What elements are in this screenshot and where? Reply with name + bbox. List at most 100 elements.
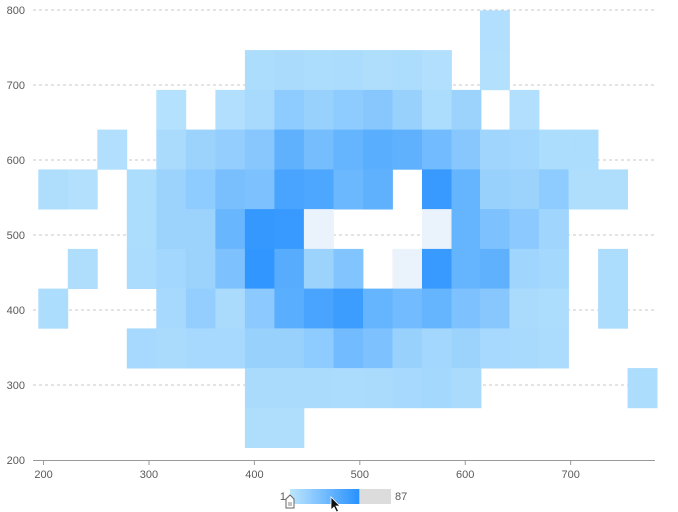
- heatmap-cell[interactable]: [274, 328, 305, 369]
- heatmap-cell[interactable]: [303, 328, 334, 369]
- heatmap-cell[interactable]: [422, 248, 452, 289]
- heatmap-cell[interactable]: [67, 169, 98, 210]
- heatmap-cell[interactable]: [363, 129, 393, 170]
- heatmap-cell[interactable]: [244, 209, 275, 250]
- heatmap-cell[interactable]: [303, 288, 334, 329]
- heatmap-cell[interactable]: [274, 89, 305, 130]
- heatmap-cell[interactable]: [422, 50, 452, 91]
- heatmap-cell[interactable]: [509, 248, 540, 289]
- heatmap-cell[interactable]: [392, 248, 423, 289]
- heatmap-cell[interactable]: [509, 169, 540, 210]
- heatmap-cell[interactable]: [480, 10, 510, 51]
- heatmap-cell[interactable]: [392, 50, 423, 91]
- heatmap-cell[interactable]: [363, 288, 393, 329]
- heatmap-cell[interactable]: [215, 248, 246, 289]
- heatmap-cell[interactable]: [568, 169, 599, 210]
- heatmap-cell[interactable]: [480, 288, 510, 329]
- heatmap-cell[interactable]: [363, 50, 393, 91]
- heatmap-cell[interactable]: [38, 169, 69, 210]
- heatmap-cell[interactable]: [274, 368, 305, 409]
- heatmap-cell[interactable]: [392, 129, 423, 170]
- heatmap-cell[interactable]: [244, 89, 275, 130]
- heatmap-cell[interactable]: [274, 209, 305, 250]
- heatmap-cell[interactable]: [156, 328, 187, 369]
- heatmap-cell[interactable]: [274, 407, 305, 448]
- heatmap-cell[interactable]: [97, 129, 128, 170]
- heatmap-cell[interactable]: [126, 169, 157, 210]
- heatmap-cell[interactable]: [598, 288, 628, 329]
- heatmap-cell[interactable]: [185, 169, 216, 210]
- heatmap-cell[interactable]: [185, 328, 216, 369]
- heatmap-cell[interactable]: [244, 169, 275, 210]
- heatmap-cell[interactable]: [185, 248, 216, 289]
- heatmap-cell[interactable]: [539, 129, 569, 170]
- heatmap-cell[interactable]: [333, 50, 364, 91]
- heatmap-cell[interactable]: [38, 288, 69, 329]
- heatmap-cell[interactable]: [509, 89, 540, 130]
- heatmap-cell[interactable]: [244, 129, 275, 170]
- heatmap-cell[interactable]: [451, 328, 482, 369]
- heatmap-cell[interactable]: [185, 129, 216, 170]
- heatmap-cell[interactable]: [333, 328, 364, 369]
- heatmap-cell[interactable]: [422, 89, 452, 130]
- heatmap-cell[interactable]: [244, 328, 275, 369]
- heatmap-cell[interactable]: [480, 248, 510, 289]
- heatmap-cell[interactable]: [363, 368, 393, 409]
- heatmap-cell[interactable]: [156, 209, 187, 250]
- heatmap-cell[interactable]: [333, 89, 364, 130]
- heatmap-cell[interactable]: [274, 50, 305, 91]
- heatmap-cell[interactable]: [126, 248, 157, 289]
- heatmap-cell[interactable]: [451, 288, 482, 329]
- heatmap-cell[interactable]: [333, 248, 364, 289]
- heatmap-cell[interactable]: [244, 288, 275, 329]
- heatmap-cell[interactable]: [509, 328, 540, 369]
- heatmap-cell[interactable]: [303, 169, 334, 210]
- heatmap-cell[interactable]: [215, 288, 246, 329]
- heatmap-cell[interactable]: [451, 89, 482, 130]
- heatmap-cell[interactable]: [539, 169, 569, 210]
- heatmap-cell[interactable]: [509, 209, 540, 250]
- heatmap-cell[interactable]: [509, 288, 540, 329]
- heatmap-cell[interactable]: [422, 169, 452, 210]
- heatmap-cell[interactable]: [480, 129, 510, 170]
- heatmap-cell[interactable]: [422, 288, 452, 329]
- heatmap-cell[interactable]: [422, 328, 452, 369]
- heatmap-cell[interactable]: [627, 368, 658, 409]
- heatmap-cell[interactable]: [126, 209, 157, 250]
- heatmap-cell[interactable]: [480, 328, 510, 369]
- heatmap-cell[interactable]: [392, 368, 423, 409]
- heatmap-cell[interactable]: [568, 129, 599, 170]
- heatmap-cell[interactable]: [422, 129, 452, 170]
- heatmap-cell[interactable]: [303, 129, 334, 170]
- heatmap-cell[interactable]: [451, 368, 482, 409]
- heatmap-cell[interactable]: [156, 288, 187, 329]
- heatmap-cell[interactable]: [215, 209, 246, 250]
- heatmap-cell[interactable]: [215, 169, 246, 210]
- heatmap-cell[interactable]: [244, 50, 275, 91]
- heatmap-cell[interactable]: [156, 129, 187, 170]
- heatmap-cell[interactable]: [274, 169, 305, 210]
- heatmap-cell[interactable]: [451, 129, 482, 170]
- heatmap-cell[interactable]: [67, 248, 98, 289]
- heatmap-cell[interactable]: [244, 248, 275, 289]
- heatmap-cell[interactable]: [598, 248, 628, 289]
- heatmap-cell[interactable]: [480, 50, 510, 91]
- heatmap-cell[interactable]: [363, 328, 393, 369]
- heatmap-cell[interactable]: [274, 288, 305, 329]
- heatmap-cell[interactable]: [126, 328, 157, 369]
- heatmap-cell[interactable]: [215, 328, 246, 369]
- heatmap-cell[interactable]: [480, 209, 510, 250]
- heatmap-cell[interactable]: [363, 169, 393, 210]
- heatmap-cell[interactable]: [333, 368, 364, 409]
- heatmap-cell[interactable]: [156, 89, 187, 130]
- heatmap-cell[interactable]: [215, 129, 246, 170]
- heatmap-cell[interactable]: [156, 169, 187, 210]
- heatmap-cell[interactable]: [480, 169, 510, 210]
- heatmap-cell[interactable]: [539, 209, 569, 250]
- heatmap-cell[interactable]: [333, 129, 364, 170]
- heatmap-cell[interactable]: [451, 169, 482, 210]
- legend-min-handle[interactable]: [285, 494, 295, 509]
- heatmap-cell[interactable]: [392, 328, 423, 369]
- heatmap-cell[interactable]: [392, 288, 423, 329]
- heatmap-cell[interactable]: [185, 209, 216, 250]
